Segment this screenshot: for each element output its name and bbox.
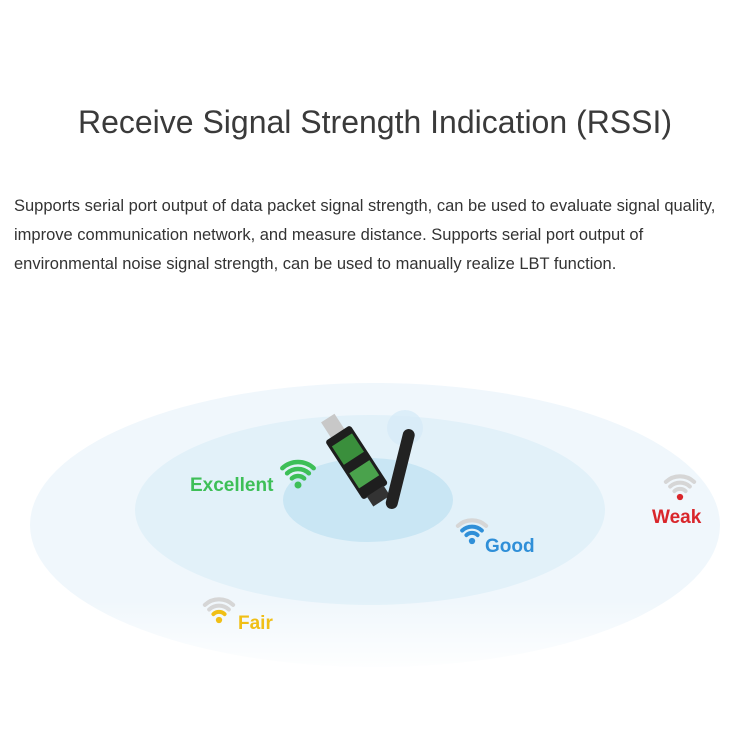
wifi-arc xyxy=(284,466,312,476)
wifi-arc xyxy=(280,459,316,471)
wifi-dot xyxy=(215,616,223,624)
antenna xyxy=(385,429,415,509)
wifi-icon xyxy=(455,518,489,545)
wifi-arc xyxy=(460,524,484,533)
title: Receive Signal Strength Indication (RSSI… xyxy=(77,104,673,140)
range-inner xyxy=(283,458,453,542)
wifi-arc xyxy=(672,486,688,494)
wifi-arc xyxy=(455,518,489,528)
wifi-arc xyxy=(211,609,227,617)
wifi-icon xyxy=(280,459,316,489)
wifi-arc xyxy=(202,597,236,607)
wifi-dot xyxy=(676,493,684,501)
device xyxy=(321,413,391,507)
wifi-icon xyxy=(663,474,697,501)
wifi-arc xyxy=(207,603,231,612)
signal-label: Fair xyxy=(238,613,273,634)
signal-label: Weak xyxy=(652,507,702,528)
wifi-arc xyxy=(464,530,480,538)
wifi-arc xyxy=(663,474,697,484)
bottom xyxy=(0,668,750,750)
signal-label: Good xyxy=(485,536,535,557)
signal-label: Excellent xyxy=(190,475,274,496)
wifi-arc xyxy=(668,480,692,489)
wifi-icon xyxy=(202,597,236,624)
wifi-dot xyxy=(294,481,302,489)
description: Supports serial port output of data pack… xyxy=(14,197,716,273)
fade xyxy=(0,600,750,675)
wifi-dot xyxy=(468,537,476,545)
wifi-arc xyxy=(289,473,307,481)
